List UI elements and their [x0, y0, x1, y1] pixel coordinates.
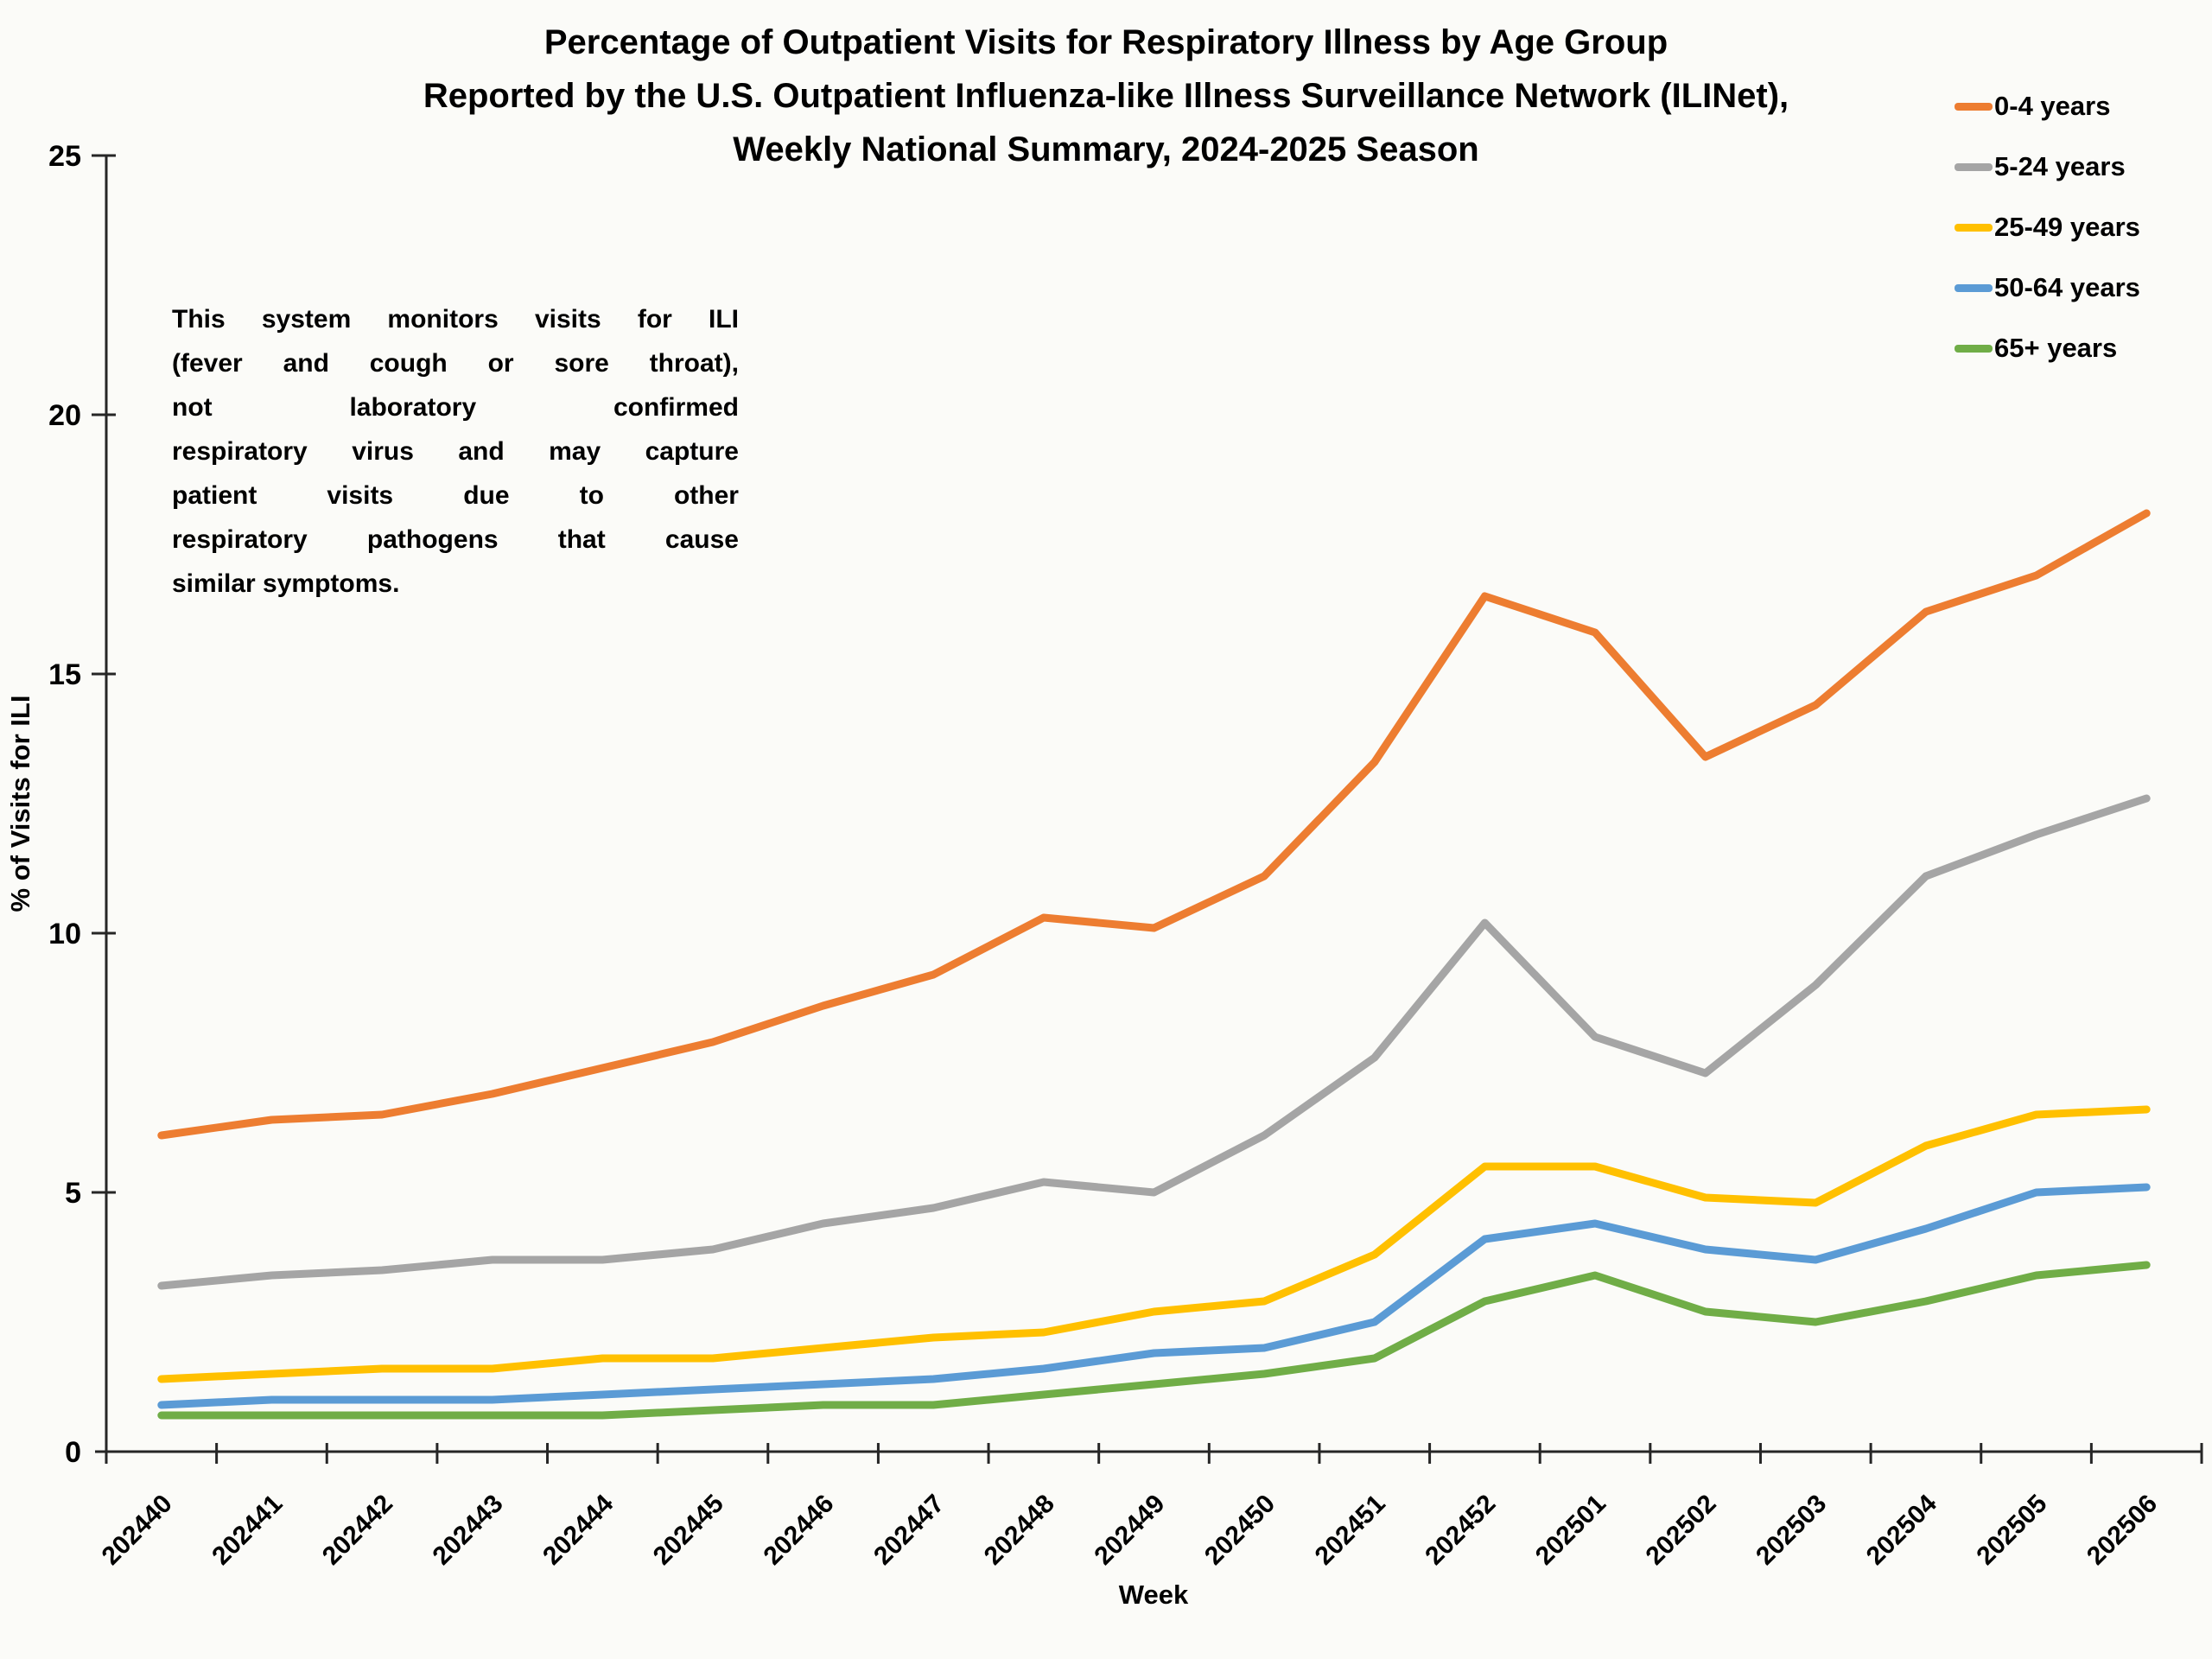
annotation-word: ILI [709, 305, 739, 334]
chart-title-line-1: Percentage of Outpatient Visits for Resp… [543, 23, 1669, 61]
annotation-word: throat), [649, 349, 739, 378]
y-tick-label: 25 [48, 140, 81, 173]
annotation-word: may [549, 437, 601, 466]
annotation-word: and [283, 349, 329, 378]
chart-title-line-3: Weekly National Summary, 2024-2025 Seaso… [733, 130, 1479, 168]
legend-item: 5-24 years [1955, 137, 2210, 197]
annotation-line: (fever and cough or sore throat), [172, 341, 739, 385]
annotation-word: virus [352, 437, 414, 466]
y-axis-tick-labels: 0 5 10 15 20 25 [48, 140, 81, 1469]
x-tick-label: 202445 [648, 1490, 729, 1571]
legend-line-swatch [1955, 162, 1993, 171]
annotation-line: not laboratory confirmed [172, 385, 739, 429]
x-tick-label: 202503 [1751, 1490, 1832, 1571]
x-tick-label: 202450 [1199, 1490, 1281, 1571]
series-line-25-49-years [157, 1105, 2151, 1383]
y-tick-label: 20 [48, 399, 81, 432]
x-axis-title: Week [1119, 1580, 1189, 1610]
x-axis-ticks [215, 1443, 2203, 1464]
x-tick-label: 202501 [1530, 1490, 1611, 1571]
annotation-word: respiratory [172, 525, 308, 554]
series-line-5-24-years [157, 794, 2151, 1290]
annotation-word: other [673, 481, 739, 510]
x-tick-label: 202443 [428, 1490, 509, 1571]
chart-legend: 0-4 years 5-24 years 25-49 years 50-64 year… [1955, 76, 2210, 378]
annotation-word: not [172, 393, 213, 422]
y-tick-label: 0 [65, 1436, 81, 1469]
annotation-word: pathogens [366, 525, 499, 554]
x-tick-label: 202505 [1971, 1490, 2052, 1571]
chart-annotation-note: This system monitors visits for ILI (fever and c… [172, 297, 739, 606]
legend-item: 50-64 years [1955, 257, 2210, 318]
x-tick-label: 202504 [1861, 1489, 1942, 1570]
annotation-line: patient visits due to other [172, 474, 739, 518]
legend-line-swatch [1955, 223, 1993, 232]
legend-item: 25-49 years [1955, 197, 2210, 257]
series-lines [157, 509, 2151, 1420]
x-tick-label: 202446 [758, 1490, 839, 1571]
annotation-word: patient [172, 481, 257, 510]
chart-title: Percentage of Outpatient Visits for Resp… [0, 16, 2212, 176]
series-line-0-4-years [157, 509, 2151, 1140]
x-tick-label: 202451 [1310, 1490, 1391, 1571]
series-line-50-64-years [157, 1183, 2151, 1409]
annotation-word: laboratory [349, 393, 477, 422]
chart-title-line-2: Reported by the U.S. Outpatient Influenz… [423, 77, 1789, 115]
annotation-word: and [458, 437, 505, 466]
legend-label: 25-49 years [1994, 212, 2140, 242]
x-axis-tick-labels: 202440 202441 202442 202443 202444 202445 2024… [97, 1489, 2163, 1570]
annotation-word: confirmed [613, 393, 739, 422]
x-tick-label: 202447 [868, 1490, 950, 1571]
legend-line-swatch [1955, 344, 1993, 353]
annotation-word: cough [369, 349, 448, 378]
annotation-line: respiratory pathogens that cause [172, 518, 739, 562]
y-axis-title: % of Visits for ILI [5, 696, 35, 912]
annotation-word: visits [327, 481, 394, 510]
axes [95, 156, 2202, 1464]
annotation-word: or [487, 349, 514, 378]
annotation-line: similar symptoms. [172, 569, 400, 598]
x-tick-label: 202452 [1420, 1490, 1501, 1571]
legend-line-swatch [1955, 283, 1993, 292]
annotation-word: respiratory [172, 437, 308, 466]
annotation-line: respiratory virus and may capture [172, 429, 739, 474]
annotation-word: that [557, 525, 606, 554]
annotation-word: visits [534, 305, 601, 334]
annotation-word: This [172, 305, 226, 334]
x-tick-label: 202441 [207, 1490, 288, 1571]
x-tick-label: 202442 [317, 1490, 398, 1571]
annotation-word: to [579, 481, 604, 510]
series-line-65-years [157, 1261, 2151, 1420]
x-tick-label: 202448 [979, 1490, 1060, 1571]
annotation-word: cause [664, 525, 739, 554]
annotation-word: system [261, 305, 352, 334]
x-tick-label: 202444 [537, 1489, 619, 1570]
annotation-word: for [637, 305, 672, 334]
legend-label: 0-4 years [1994, 91, 2111, 121]
legend-label: 50-64 years [1994, 272, 2140, 302]
legend-label: 5-24 years [1994, 151, 2126, 181]
x-tick-label: 202506 [2082, 1490, 2163, 1571]
legend-item: 0-4 years [1955, 76, 2210, 137]
legend-label: 65+ years [1994, 333, 2118, 363]
annotation-line: This system monitors visits for ILI [172, 297, 739, 341]
annotation-word: monitors [387, 305, 499, 334]
annotation-word: due [463, 481, 510, 510]
y-tick-label: 10 [48, 918, 81, 950]
x-tick-label: 202440 [97, 1490, 178, 1571]
annotation-word: capture [645, 437, 739, 466]
legend-line-swatch [1955, 102, 1993, 111]
y-axis-ticks [92, 154, 116, 1194]
annotation-word: (fever [172, 349, 243, 378]
legend-item: 65+ years [1955, 318, 2210, 378]
y-tick-label: 15 [48, 658, 81, 691]
x-tick-label: 202502 [1640, 1490, 1721, 1571]
annotation-word: sore [554, 349, 609, 378]
y-tick-label: 5 [65, 1177, 81, 1210]
x-tick-label: 202449 [1089, 1490, 1170, 1571]
